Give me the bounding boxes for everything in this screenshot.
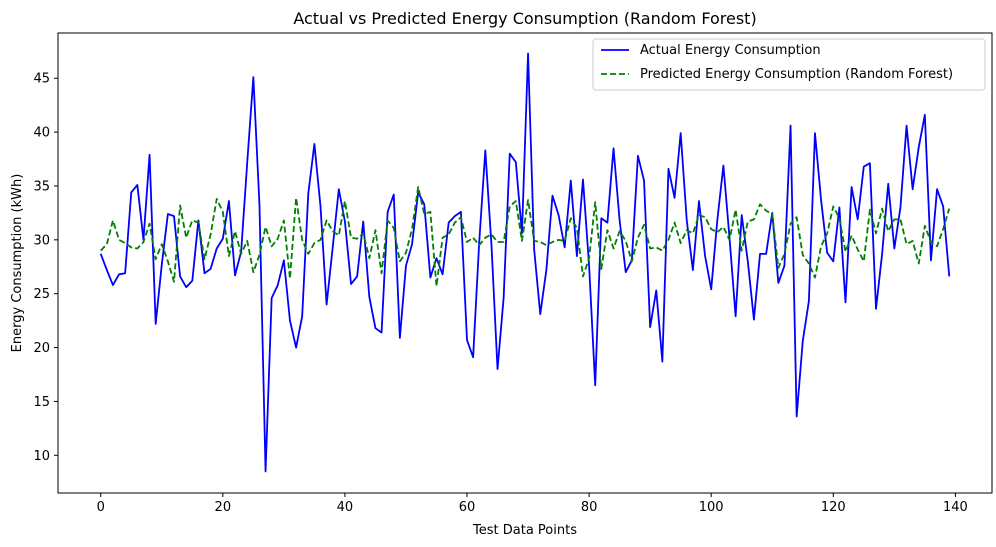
- plot-frame: [57, 32, 993, 494]
- x-tick-label: 40: [337, 500, 354, 515]
- x-tick-label: 60: [459, 500, 476, 515]
- actual-consumption-line: [99, 52, 951, 473]
- y-tick-label: 25: [33, 287, 50, 302]
- y-tick-label: 40: [33, 126, 50, 141]
- y-tick-label: 20: [33, 341, 50, 356]
- x-tick-label: 120: [821, 500, 846, 515]
- y-tick-label: 15: [33, 395, 50, 410]
- x-tick-label: 80: [581, 500, 598, 515]
- y-axis-label: Energy Consumption (kWh): [10, 174, 25, 353]
- legend-label-predicted: Predicted Energy Consumption (Random For…: [640, 67, 953, 82]
- y-tick-label: 45: [33, 72, 50, 87]
- x-axis-label: Test Data Points: [472, 523, 577, 538]
- predicted-consumption-line: [100, 186, 951, 288]
- x-tick-label: 100: [699, 500, 724, 515]
- y-axis: 10 15 20 25 30 35 40 45: [33, 72, 58, 464]
- x-axis: 0 20 40 60 80 100 120 140: [97, 493, 968, 515]
- y-tick-label: 10: [33, 449, 50, 464]
- legend-box: [592, 38, 986, 91]
- legend: Actual Energy Consumption Predicted Ener…: [592, 38, 986, 91]
- x-tick-label: 20: [215, 500, 232, 515]
- x-tick-label: 0: [97, 500, 105, 515]
- legend-label-actual: Actual Energy Consumption: [640, 43, 821, 58]
- y-tick-label: 35: [33, 179, 50, 194]
- chart-title: Actual vs Predicted Energy Consumption (…: [293, 9, 756, 28]
- series-layer: [99, 52, 951, 473]
- x-tick-label: 140: [943, 500, 968, 515]
- y-tick-label: 30: [33, 233, 50, 248]
